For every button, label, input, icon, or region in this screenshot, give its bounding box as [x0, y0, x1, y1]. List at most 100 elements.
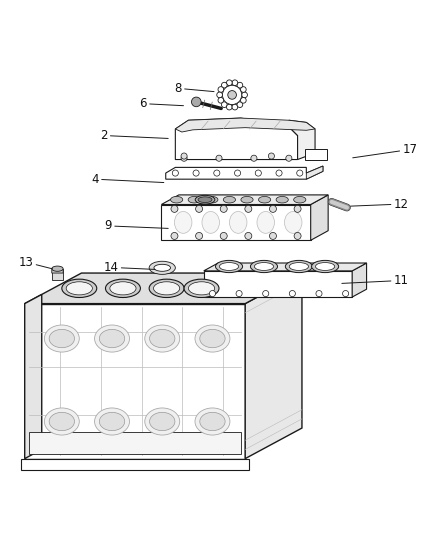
Ellipse shape	[276, 197, 288, 203]
Polygon shape	[175, 118, 297, 159]
Ellipse shape	[195, 408, 230, 435]
Ellipse shape	[95, 325, 130, 352]
Ellipse shape	[149, 279, 184, 297]
Ellipse shape	[195, 195, 215, 204]
Polygon shape	[52, 269, 63, 280]
Circle shape	[237, 82, 243, 88]
Circle shape	[263, 290, 269, 297]
Ellipse shape	[188, 282, 215, 295]
Circle shape	[269, 205, 276, 212]
Circle shape	[214, 170, 220, 176]
Polygon shape	[306, 166, 323, 179]
Circle shape	[269, 232, 276, 239]
Circle shape	[240, 98, 246, 103]
Ellipse shape	[206, 197, 218, 203]
Text: 12: 12	[350, 198, 409, 211]
Circle shape	[218, 87, 224, 92]
Ellipse shape	[62, 279, 97, 297]
Ellipse shape	[95, 408, 130, 435]
Circle shape	[297, 170, 303, 176]
Ellipse shape	[195, 325, 230, 352]
Circle shape	[216, 155, 222, 161]
Circle shape	[286, 155, 292, 161]
Circle shape	[240, 87, 246, 92]
Ellipse shape	[230, 212, 247, 233]
Circle shape	[236, 290, 242, 297]
Circle shape	[191, 97, 201, 107]
Circle shape	[209, 290, 215, 297]
Circle shape	[226, 80, 232, 86]
Ellipse shape	[254, 263, 274, 270]
Ellipse shape	[66, 282, 92, 295]
Text: 6: 6	[139, 97, 184, 110]
Ellipse shape	[154, 264, 170, 271]
Circle shape	[222, 102, 227, 108]
Circle shape	[294, 232, 301, 239]
Circle shape	[294, 205, 301, 212]
Ellipse shape	[219, 263, 239, 270]
Circle shape	[276, 170, 282, 176]
Circle shape	[228, 91, 237, 99]
Ellipse shape	[258, 197, 271, 203]
Circle shape	[172, 170, 178, 176]
Circle shape	[196, 232, 203, 239]
Circle shape	[245, 205, 252, 212]
Polygon shape	[161, 205, 311, 240]
Ellipse shape	[170, 197, 183, 203]
Circle shape	[255, 170, 261, 176]
Polygon shape	[289, 120, 315, 159]
Polygon shape	[311, 195, 328, 240]
Circle shape	[171, 205, 178, 212]
Text: 9: 9	[105, 220, 168, 232]
Ellipse shape	[153, 282, 180, 295]
Ellipse shape	[145, 325, 180, 352]
Polygon shape	[161, 195, 328, 205]
Ellipse shape	[200, 413, 225, 431]
Ellipse shape	[174, 212, 192, 233]
Ellipse shape	[44, 325, 79, 352]
Text: 4: 4	[92, 173, 164, 185]
Ellipse shape	[286, 261, 312, 272]
Polygon shape	[21, 458, 249, 470]
Text: 11: 11	[342, 274, 409, 287]
Circle shape	[251, 155, 257, 161]
Ellipse shape	[311, 261, 339, 272]
Ellipse shape	[293, 197, 306, 203]
Circle shape	[220, 232, 227, 239]
Ellipse shape	[188, 197, 200, 203]
Polygon shape	[245, 273, 302, 458]
Ellipse shape	[223, 197, 236, 203]
Ellipse shape	[215, 261, 243, 272]
Circle shape	[196, 205, 203, 212]
Polygon shape	[204, 271, 352, 297]
Ellipse shape	[150, 413, 175, 431]
Circle shape	[222, 82, 227, 88]
Ellipse shape	[184, 279, 219, 297]
Ellipse shape	[99, 329, 125, 348]
Ellipse shape	[110, 282, 136, 295]
Ellipse shape	[150, 329, 175, 348]
Ellipse shape	[49, 329, 74, 348]
Circle shape	[316, 290, 322, 297]
Polygon shape	[25, 304, 245, 458]
Ellipse shape	[202, 212, 219, 233]
Circle shape	[226, 104, 232, 110]
Ellipse shape	[315, 263, 335, 270]
Circle shape	[234, 170, 240, 176]
Circle shape	[171, 232, 178, 239]
Ellipse shape	[198, 197, 212, 203]
Ellipse shape	[200, 329, 225, 348]
Polygon shape	[204, 263, 367, 271]
Text: 8: 8	[174, 82, 214, 95]
Text: 2: 2	[100, 129, 168, 142]
Circle shape	[268, 153, 275, 159]
Ellipse shape	[149, 261, 175, 274]
Ellipse shape	[289, 263, 308, 270]
Ellipse shape	[257, 212, 275, 233]
Ellipse shape	[99, 413, 125, 431]
Circle shape	[343, 290, 349, 297]
Text: 13: 13	[18, 256, 53, 269]
Circle shape	[220, 205, 227, 212]
Ellipse shape	[52, 266, 63, 271]
Ellipse shape	[145, 408, 180, 435]
